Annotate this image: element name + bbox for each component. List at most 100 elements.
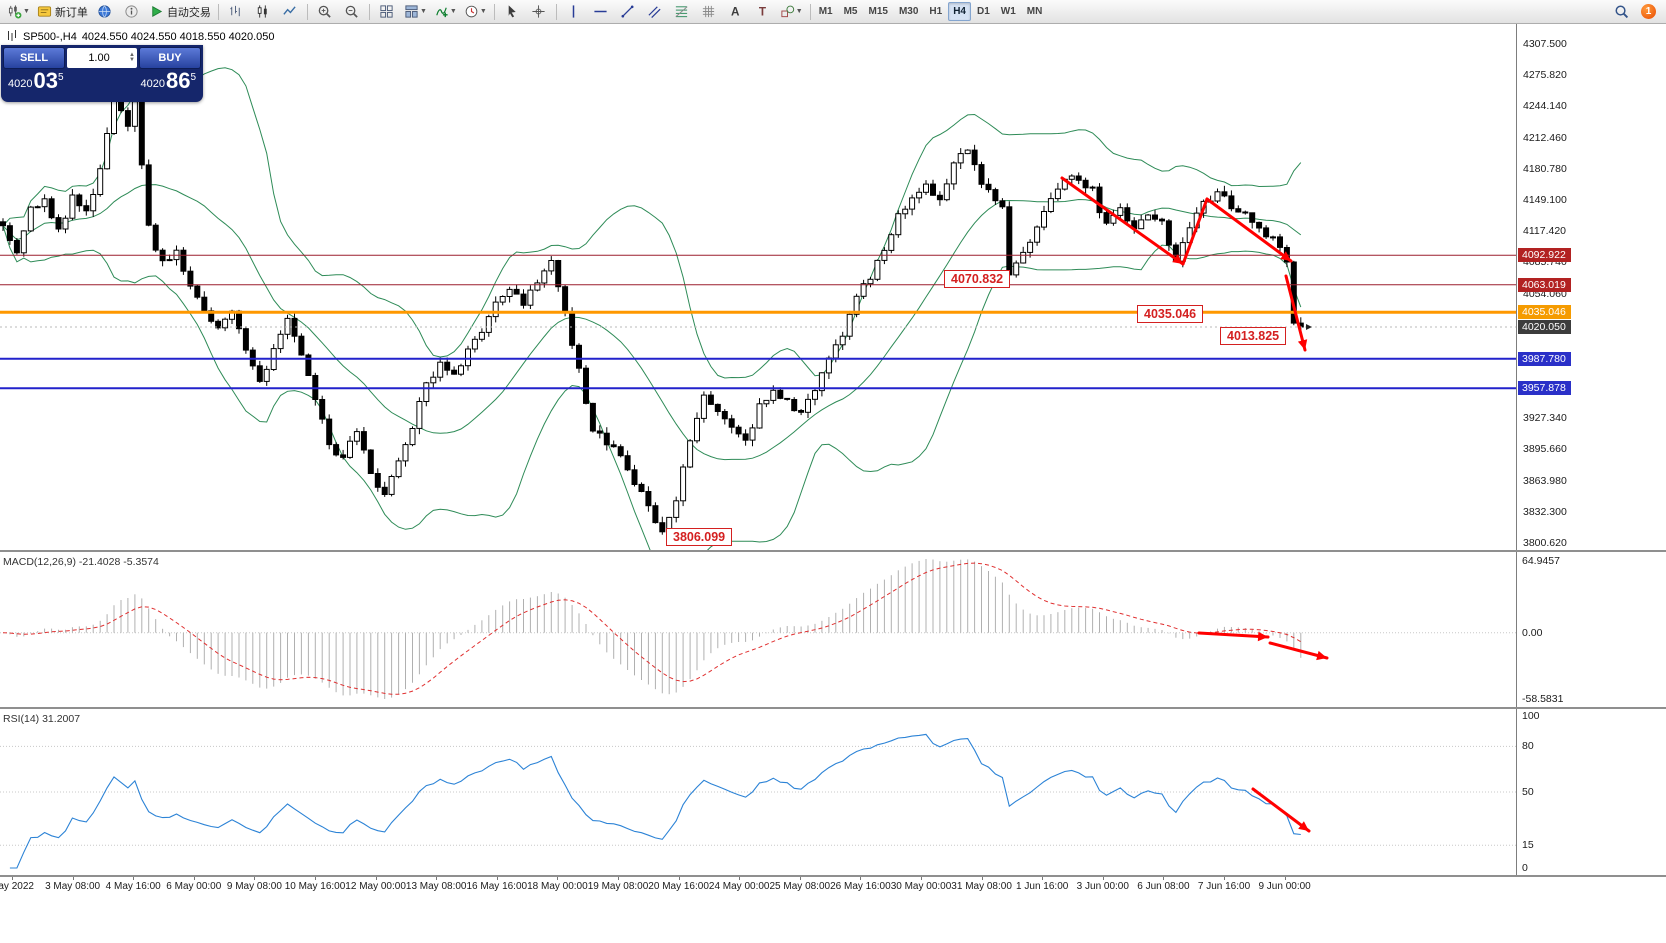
new-order-button-label: 新订单 xyxy=(54,6,88,19)
svg-text:A: A xyxy=(731,6,740,19)
volume-down-button[interactable]: ▼ xyxy=(129,57,135,63)
vertical-line-tool-button[interactable] xyxy=(561,1,587,23)
time-axis-tick xyxy=(12,877,13,880)
rsi-axis-label: 15 xyxy=(1522,839,1534,851)
crosshair-icon xyxy=(532,5,545,18)
toolbar-separator xyxy=(217,3,219,20)
channel-tool-button[interactable] xyxy=(642,1,668,23)
hline-icon xyxy=(594,10,607,13)
sell-price[interactable]: 4020 03 5 xyxy=(8,70,64,92)
time-axis[interactable]: May 2022 3 May 08:00 4 May 16:00 6 May 00:0… xyxy=(0,877,1666,901)
macd-indicator-panel[interactable] xyxy=(0,553,1516,705)
linechart-icon xyxy=(283,6,297,15)
price-axis-label: 3800.620 xyxy=(1523,537,1567,549)
timeframe-m15-button[interactable]: M15 xyxy=(868,6,888,17)
price-axis-flag: 4092.922 xyxy=(1518,248,1571,262)
toolbar-separator xyxy=(368,3,370,20)
new-chart-button[interactable]: ▼ xyxy=(4,1,33,23)
time-axis-label: 18 May 00:00 xyxy=(527,881,588,892)
time-axis-tick xyxy=(981,877,983,880)
text-a-icon: A xyxy=(731,6,740,19)
timeframe-h4-button[interactable]: H4 xyxy=(948,2,971,21)
panel-separator[interactable] xyxy=(0,550,1666,552)
line-chart-button[interactable] xyxy=(277,1,303,23)
time-axis-tick xyxy=(1102,877,1104,880)
timeframe-mn-button[interactable]: MN xyxy=(1026,6,1043,17)
price-axis-label: 4244.140 xyxy=(1523,100,1567,112)
volume-input[interactable]: 1.00 ▲ ▼ xyxy=(67,48,137,68)
timeframe-m30-button[interactable]: M30 xyxy=(898,6,919,17)
timeframe-m1-button[interactable]: M1 xyxy=(818,6,833,17)
new-order-button[interactable]: 新订单 xyxy=(34,1,91,23)
price-chart[interactable] xyxy=(0,24,1516,551)
shapes-tool-button[interactable]: ▼ xyxy=(777,1,806,23)
market-watch-button[interactable] xyxy=(92,1,118,23)
price-axis-flag: 4035.046 xyxy=(1518,305,1571,319)
timeframe-m5-button[interactable]: M5 xyxy=(843,6,858,17)
panel-separator[interactable] xyxy=(0,707,1666,709)
auto-trading-button[interactable]: 自动交易 xyxy=(146,1,214,23)
data-window-button[interactable] xyxy=(119,1,145,23)
volume-value: 1.00 xyxy=(88,52,110,64)
svg-text:T: T xyxy=(759,6,767,19)
globe-icon xyxy=(98,5,112,18)
macd-axis-label: -58.5831 xyxy=(1522,693,1564,705)
buy-price-big: 86 xyxy=(165,68,191,93)
time-axis-label: 25 May 08:00 xyxy=(769,881,831,892)
buy-price-sup: 5 xyxy=(190,72,196,83)
timeframe-d1-button[interactable]: D1 xyxy=(977,6,990,17)
price-annotation-box[interactable]: 4070.832 xyxy=(944,270,1011,288)
notification-badge[interactable]: 1 xyxy=(1641,4,1656,19)
toolbar-separator xyxy=(555,3,557,20)
buy-price[interactable]: 4020 86 5 xyxy=(140,70,196,92)
toolbar-separator xyxy=(306,3,308,20)
fibonacci-tool-button[interactable] xyxy=(669,1,695,23)
panel-separator[interactable] xyxy=(0,875,1666,877)
label-tool-button[interactable]: T xyxy=(750,1,776,23)
dropdown-caret-icon: ▼ xyxy=(795,8,803,15)
vline-icon xyxy=(573,5,575,18)
trend-icon xyxy=(621,5,634,18)
zoom-in-button[interactable] xyxy=(312,1,338,23)
time-axis-label: 3 Jun 00:00 xyxy=(1076,881,1129,892)
cursor-tool-button[interactable] xyxy=(499,1,525,23)
time-axis-label: 13 May 08:00 xyxy=(405,881,467,892)
arrange-charts-button[interactable]: ▼ xyxy=(401,1,430,23)
text-t-icon: T xyxy=(759,6,767,19)
grid-toggle-button[interactable] xyxy=(696,1,722,23)
macd-axis-label: 0.00 xyxy=(1522,627,1543,639)
time-axis-label: 6 Jun 08:00 xyxy=(1137,881,1190,892)
price-annotation-box[interactable]: 4013.825 xyxy=(1220,327,1287,345)
price-annotation-box[interactable]: 4035.046 xyxy=(1137,305,1204,323)
info-icon xyxy=(125,5,139,18)
volume-up-button[interactable]: ▲ xyxy=(129,52,135,58)
time-axis-tick xyxy=(799,877,801,880)
clock-icon xyxy=(465,5,478,18)
timeframe-h1-button[interactable]: H1 xyxy=(929,6,943,17)
dropdown-caret-icon: ▼ xyxy=(479,8,487,15)
search-icon[interactable] xyxy=(1608,1,1634,23)
time-axis-tick xyxy=(193,877,195,880)
periods-menu-button[interactable]: ▼ xyxy=(461,1,490,23)
text-tool-button[interactable]: A xyxy=(723,1,749,23)
dropdown-caret-icon: ▼ xyxy=(449,8,457,15)
sell-button[interactable]: SELL xyxy=(3,47,65,69)
horizontal-line-tool-button[interactable] xyxy=(588,1,614,23)
price-axis[interactable]: 4307.500 4275.820 4244.140 4212.460 4180.780… xyxy=(1516,24,1666,877)
time-axis-label: May 2022 xyxy=(0,881,34,892)
crosshair-tool-button[interactable] xyxy=(526,1,552,23)
tile-windows-button[interactable] xyxy=(374,1,400,23)
price-axis-label: 4117.420 xyxy=(1523,225,1567,237)
indicators-button[interactable]: ▼ xyxy=(431,1,460,23)
price-annotation-box[interactable]: 3806.099 xyxy=(666,528,733,546)
timeframe-w1-button[interactable]: W1 xyxy=(1000,6,1016,17)
trendline-tool-button[interactable] xyxy=(615,1,641,23)
sell-price-sup: 5 xyxy=(57,72,64,83)
candlestick-chart-button[interactable] xyxy=(250,1,276,23)
buy-button[interactable]: BUY xyxy=(139,47,201,69)
zoom-out-button[interactable] xyxy=(339,1,365,23)
indicator-icon xyxy=(436,7,448,18)
one-click-trading-panel: SELL 1.00 ▲ ▼ BUY 4020 03 5 4020 86 5 xyxy=(1,45,203,102)
rsi-indicator-panel[interactable] xyxy=(0,710,1516,874)
bar-chart-button[interactable] xyxy=(223,1,249,23)
